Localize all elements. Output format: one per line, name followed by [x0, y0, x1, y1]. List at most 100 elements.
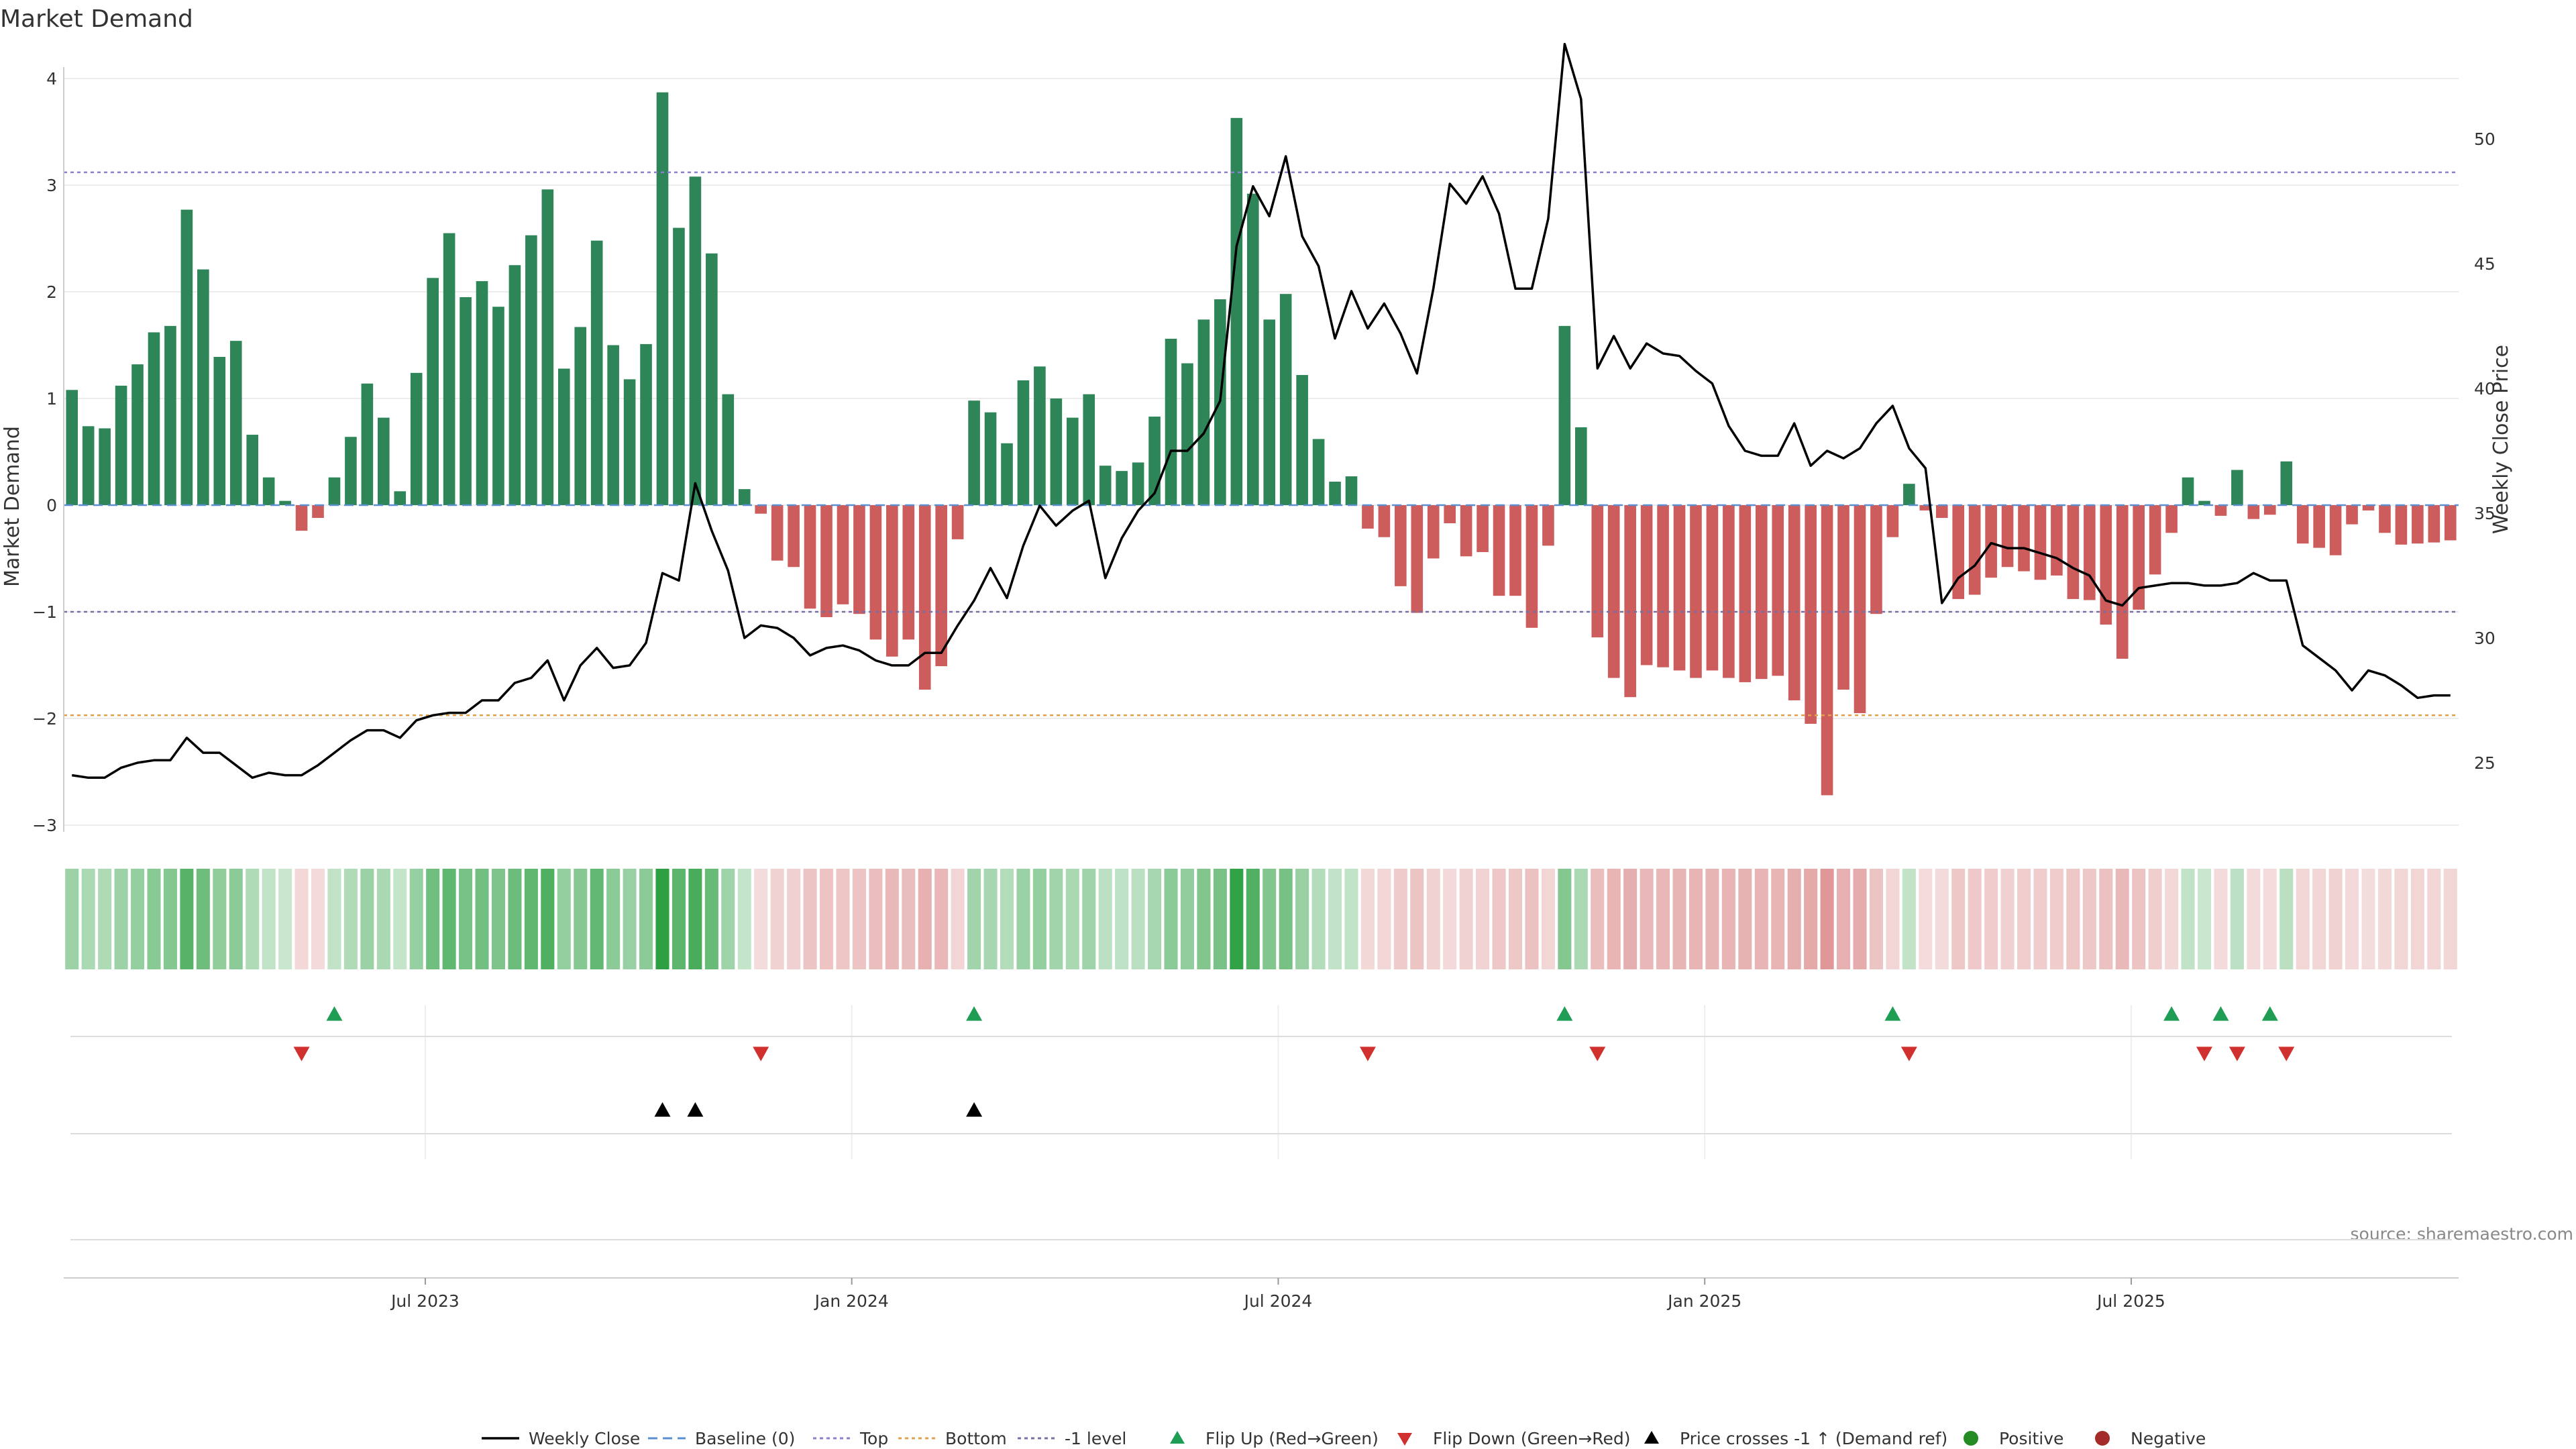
- heat-cell: [327, 869, 341, 969]
- demand-bar: [1395, 505, 1407, 586]
- price-cross-marker: [966, 1102, 983, 1117]
- demand-bar: [1657, 505, 1669, 667]
- flip-down-marker: [1589, 1046, 1606, 1061]
- demand-bar: [410, 372, 423, 505]
- demand-bars: [66, 92, 2457, 796]
- demand-bar: [1821, 505, 1833, 796]
- heat-cell: [1787, 869, 1801, 969]
- demand-bar: [1083, 394, 1095, 505]
- heat-cell: [1738, 869, 1752, 969]
- heat-cell: [754, 869, 768, 969]
- heat-cell: [2017, 869, 2031, 969]
- demand-bar: [1099, 466, 1112, 505]
- demand-bar: [1591, 505, 1604, 638]
- heat-cell: [2181, 869, 2195, 969]
- demand-bar: [2001, 505, 2014, 568]
- heat-cell: [343, 869, 358, 969]
- heat-cell: [770, 869, 784, 969]
- demand-bar: [1755, 505, 1768, 680]
- demand-bar: [2362, 505, 2375, 511]
- heat-cell: [311, 869, 325, 969]
- heat-cell: [2345, 869, 2359, 969]
- demand-bar: [476, 281, 488, 505]
- demand-bar: [869, 505, 882, 640]
- flip-down-marker: [1900, 1046, 1917, 1061]
- demand-bar: [2263, 505, 2276, 515]
- demand-bar: [1837, 505, 1849, 690]
- demand-bar: [2116, 505, 2129, 659]
- y-tick-left: 2: [46, 282, 57, 302]
- heat-cell: [278, 869, 292, 969]
- demand-bar: [902, 505, 915, 640]
- heat-cell: [655, 869, 669, 969]
- demand-bar: [1444, 505, 1456, 524]
- legend-swatch: [1644, 1431, 1659, 1444]
- demand-bar: [1378, 505, 1391, 537]
- demand-bar: [131, 364, 144, 505]
- demand-bar: [1460, 505, 1472, 557]
- heat-cell: [2214, 869, 2228, 969]
- heat-cell: [1688, 869, 1703, 969]
- demand-bar: [148, 332, 160, 505]
- flip-up-marker: [2261, 1006, 2278, 1021]
- demand-bar: [1411, 505, 1424, 613]
- heat-cell: [1935, 869, 1949, 969]
- demand-bar: [771, 505, 784, 561]
- demand-bar: [2084, 505, 2096, 600]
- heat-cell: [1065, 869, 1079, 969]
- flip-down-marker: [753, 1046, 769, 1061]
- flip-up-marker: [966, 1006, 983, 1021]
- legend-label: Positive: [1999, 1429, 2063, 1448]
- demand-bar: [1607, 505, 1620, 678]
- flip-up-marker: [326, 1006, 343, 1021]
- demand-bar: [328, 477, 341, 505]
- demand-bar: [1575, 427, 1587, 505]
- heat-cell: [442, 869, 456, 969]
- heat-cell: [2066, 869, 2080, 969]
- demand-bar: [2133, 505, 2145, 610]
- heat-cell: [1754, 869, 1768, 969]
- weekly-close-series: [71, 42, 2451, 780]
- heat-cell: [393, 869, 407, 969]
- heat-cell: [1623, 869, 1638, 969]
- demand-bar: [2444, 505, 2457, 541]
- heat-cell: [819, 869, 834, 969]
- heat-cell: [2049, 869, 2063, 969]
- legend-label: Weekly Close: [529, 1429, 640, 1448]
- heat-cell: [574, 869, 588, 969]
- demand-bar: [2198, 500, 2210, 505]
- demand-bar: [557, 368, 570, 505]
- demand-bar: [1116, 471, 1128, 505]
- heat-cell: [294, 869, 309, 969]
- heat-cell: [541, 869, 555, 969]
- heat-cell: [2115, 869, 2129, 969]
- demand-bar: [706, 253, 718, 505]
- heat-cell: [1098, 869, 1112, 969]
- heat-cell: [1672, 869, 1686, 969]
- heat-cell: [1049, 869, 1063, 969]
- heat-cell: [1951, 869, 1966, 969]
- y-tick-right: 35: [2474, 504, 2496, 523]
- heat-cell: [1197, 869, 1211, 969]
- heat-cell: [1705, 869, 1719, 969]
- heat-cell: [1246, 869, 1260, 969]
- heat-cell: [475, 869, 489, 969]
- demand-heat-strip: [65, 869, 2457, 969]
- demand-bar: [1279, 294, 1292, 505]
- demand-bar: [1345, 476, 1358, 505]
- heat-cell: [836, 869, 850, 969]
- heat-cell: [2132, 869, 2146, 969]
- heat-cell: [1426, 869, 1440, 969]
- heat-cell: [1459, 869, 1473, 969]
- demand-bar: [1739, 505, 1752, 682]
- heat-cell: [1886, 869, 1900, 969]
- demand-bar: [1640, 505, 1653, 665]
- heat-cell: [65, 869, 79, 969]
- demand-bar: [427, 278, 439, 505]
- flip-up-marker: [1884, 1006, 1901, 1021]
- demand-bar: [886, 505, 898, 657]
- heat-cell: [1508, 869, 1523, 969]
- demand-bar: [246, 435, 259, 505]
- demand-bar: [935, 505, 947, 667]
- y-tick-right: 40: [2474, 379, 2496, 398]
